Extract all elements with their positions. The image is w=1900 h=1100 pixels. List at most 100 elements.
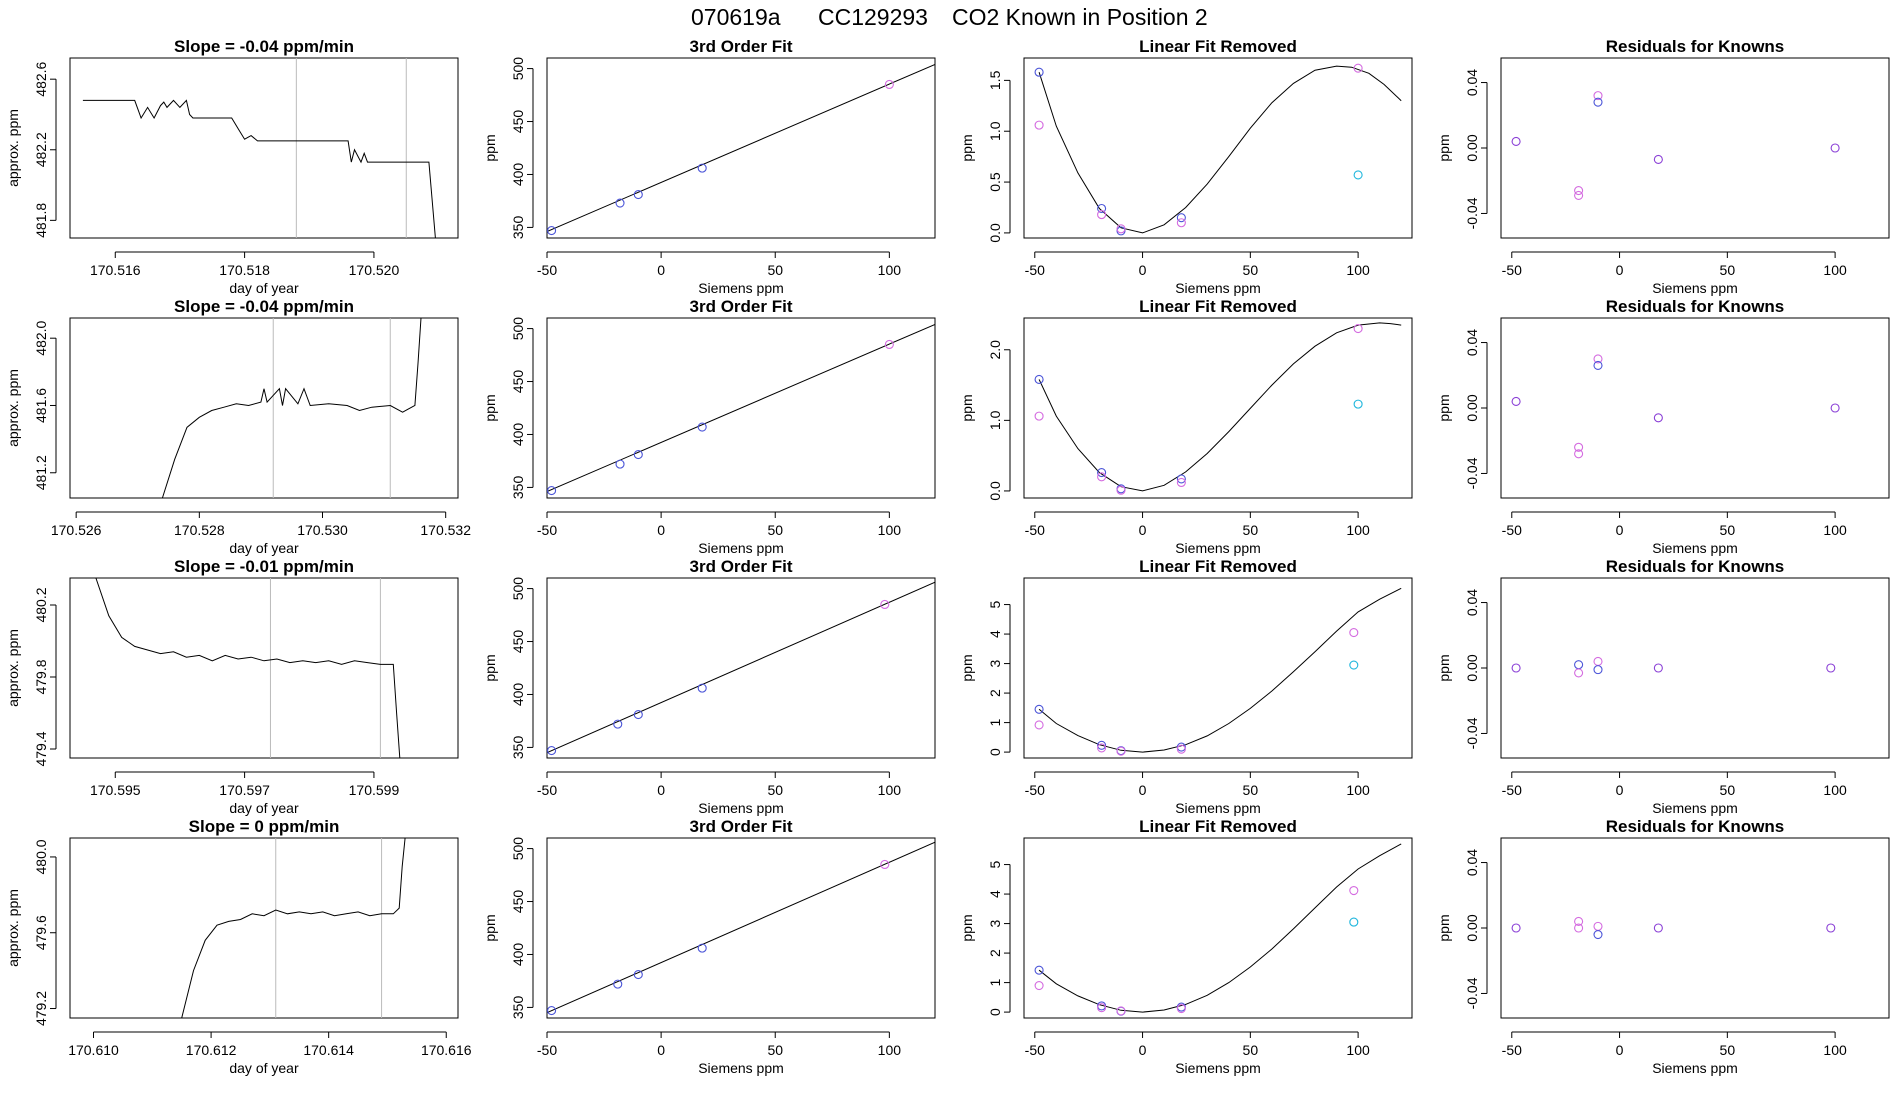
x-tick-label: 100	[1823, 262, 1847, 278]
data-point	[1353, 170, 1363, 180]
panel-r4-fit: 3rd Order Fit -50 0 50 100 Siemens ppm 350 400 4…	[482, 817, 936, 1076]
data-point	[1653, 154, 1663, 165]
y-tick-label: 0.00	[1464, 654, 1480, 681]
data-point	[1574, 668, 1584, 678]
x-axis-label: Siemens ppm	[1175, 1060, 1261, 1076]
y-tick-label: 4	[987, 630, 1003, 638]
x-tick-label: 100	[878, 1042, 902, 1058]
y-axis-label: ppm	[1436, 654, 1452, 681]
x-tick-label: -50	[1502, 262, 1522, 278]
data-layer	[1511, 91, 1840, 201]
y-tick-label: 481.6	[33, 388, 49, 423]
y-tick-label: 480.2	[33, 587, 49, 622]
data-point	[1034, 67, 1044, 77]
x-axis-label: day of year	[229, 800, 299, 816]
x-tick-label: 100	[1346, 522, 1370, 538]
x-tick-label: 0	[1139, 262, 1147, 278]
data-point	[1116, 485, 1126, 495]
y-tick-label: 1.0	[987, 410, 1003, 430]
data-point	[1349, 885, 1359, 896]
data-point	[1349, 628, 1359, 638]
data-point	[1574, 660, 1584, 670]
data-point	[1574, 923, 1584, 933]
data-point	[1097, 203, 1107, 214]
x-tick-label: -50	[537, 782, 557, 798]
data-point	[1574, 185, 1584, 196]
data-point	[1097, 1003, 1107, 1013]
y-tick-label: 400	[510, 683, 526, 707]
panel-r1-fit: 3rd Order Fit -50 0 50 100 Siemens ppm 350 400 4…	[482, 37, 936, 296]
y-tick-label: 0	[987, 748, 1003, 756]
panel-title: Slope = -0.04 ppm/min	[174, 37, 354, 56]
y-tick-label: 450	[510, 630, 526, 654]
y-tick-label: 350	[510, 996, 526, 1020]
x-tick-label: 0	[1139, 522, 1147, 538]
data-point	[1593, 360, 1603, 371]
x-tick-label: 100	[878, 522, 902, 538]
panel-r3-res: Residuals for Knowns -50 0 50 100 Siemens ppm…	[1436, 557, 1890, 816]
plot-frame	[546, 57, 936, 239]
y-tick-label: 0.00	[1464, 914, 1480, 941]
x-tick-label: 170.599	[349, 782, 400, 798]
x-axis-label: Siemens ppm	[698, 1060, 784, 1076]
data-point	[1034, 965, 1044, 975]
y-tick-label: 479.2	[33, 991, 49, 1026]
x-tick-label: 50	[1243, 262, 1259, 278]
x-tick-label: 50	[1720, 522, 1736, 538]
x-tick-label: 170.614	[303, 1042, 354, 1058]
x-tick-label: 170.616	[421, 1042, 472, 1058]
panel-r4-slope: Slope = 0 ppm/min 170.610 170.612 170.614 17…	[5, 817, 472, 1076]
data-point	[1653, 923, 1663, 933]
x-tick-label: 0	[1616, 262, 1624, 278]
panel-title: Residuals for Knowns	[1606, 37, 1785, 56]
data-point	[1574, 190, 1584, 201]
data-point	[1353, 63, 1363, 73]
fit-curve	[547, 63, 935, 233]
x-tick-label: 0	[657, 262, 665, 278]
y-tick-label: 481.8	[33, 203, 49, 238]
x-axis-label: Siemens ppm	[1652, 1060, 1738, 1076]
y-tick-label: 0.04	[1464, 589, 1480, 616]
x-tick-label: 170.597	[219, 782, 270, 798]
x-axis-label: Siemens ppm	[1652, 280, 1738, 296]
x-tick-label: 50	[767, 262, 783, 278]
y-tick-label: 0.0	[987, 223, 1003, 243]
data-point	[547, 226, 557, 236]
panel-title: Slope = -0.01 ppm/min	[174, 557, 354, 576]
x-tick-label: 100	[1346, 782, 1370, 798]
figure-title: 070619a CC129293 CO2 Known in Position 2	[0, 2, 1900, 32]
data-point	[1593, 97, 1603, 107]
panel-title: Slope = -0.04 ppm/min	[174, 297, 354, 316]
x-tick-label: 0	[657, 522, 665, 538]
x-tick-label: 0	[1616, 522, 1624, 538]
x-tick-label: 0	[1616, 1042, 1624, 1058]
y-tick-label: 479.6	[33, 915, 49, 950]
data-point	[1097, 743, 1107, 753]
x-tick-label: 100	[1346, 1042, 1370, 1058]
y-tick-label: 450	[510, 890, 526, 914]
data-layer	[1034, 63, 1402, 236]
data-point	[1116, 224, 1126, 234]
data-point	[1097, 472, 1107, 482]
panel-r2-lin: Linear Fit Removed -50 0 50 100 Siemens ppm 0.…	[959, 297, 1413, 556]
data-layer	[1034, 587, 1402, 756]
panel-title: Slope = 0 ppm/min	[189, 817, 340, 836]
y-axis-label: approx. ppm	[5, 629, 21, 707]
x-axis-label: Siemens ppm	[698, 800, 784, 816]
data-point	[1353, 399, 1363, 409]
y-tick-label: -0.04	[1464, 977, 1480, 1009]
y-tick-label: 482.6	[33, 61, 49, 96]
data-point	[547, 746, 557, 756]
y-axis-label: ppm	[959, 134, 975, 161]
data-point	[1593, 656, 1603, 667]
y-tick-label: 3	[987, 919, 1003, 927]
y-tick-label: 500	[510, 317, 526, 341]
panel-r1-res: Residuals for Knowns -50 0 50 100 Siemens ppm…	[1436, 37, 1890, 296]
y-tick-label: -0.04	[1464, 717, 1480, 749]
y-axis-label: ppm	[482, 134, 498, 161]
x-axis-label: Siemens ppm	[698, 280, 784, 296]
x-tick-label: -50	[1502, 782, 1522, 798]
y-tick-label: 5	[987, 600, 1003, 608]
data-layer	[82, 58, 436, 238]
data-layer	[547, 581, 935, 756]
